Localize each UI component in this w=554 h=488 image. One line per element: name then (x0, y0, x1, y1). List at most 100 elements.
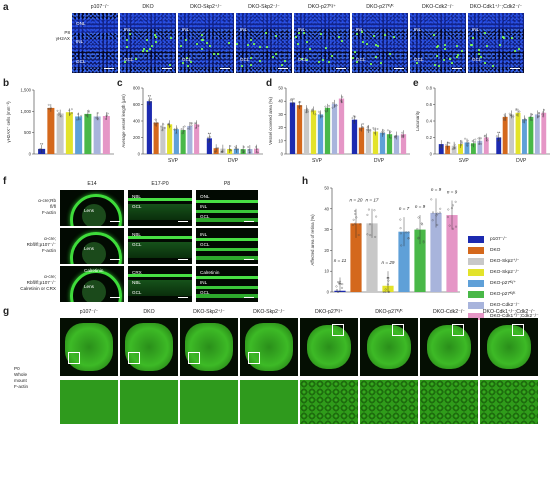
panel-a-layer-band (468, 59, 524, 67)
panel-a-layer-label: INL (124, 27, 132, 32)
significance-mark: ** (40, 142, 44, 147)
panel-a-gh2ax-dot (228, 42, 230, 44)
panel-f-layer-line (196, 256, 258, 260)
panel-g-inset-box (512, 324, 524, 336)
significance-mark: ** (497, 131, 501, 136)
panel-a-gh2ax-dot (375, 44, 377, 46)
data-point (154, 118, 157, 121)
data-point (530, 113, 533, 116)
panel-a-gh2ax-dot (241, 65, 243, 67)
panel-a-gh2ax-dot (433, 34, 435, 36)
panel-a-layer-label: INL (240, 27, 248, 32)
bar (75, 116, 83, 154)
panel-a-gh2ax-dot (142, 50, 144, 52)
panel-a-gh2ax-dot (236, 43, 238, 45)
panel-a-layer-label: GCL (124, 57, 134, 62)
panel-a-gh2ax-dot (375, 56, 377, 58)
data-point (541, 113, 544, 116)
bar (194, 124, 200, 154)
data-point (400, 134, 403, 137)
data-point (515, 114, 518, 116)
n-label: n = 29 (382, 260, 395, 265)
data-point (340, 101, 343, 104)
bar (324, 107, 331, 154)
panel-a-layer-label: GCL (414, 57, 424, 62)
legend-label: DKO (490, 248, 501, 253)
panel-a-gh2ax-dot (135, 58, 137, 60)
panel-f-layer-line (196, 294, 258, 298)
data-point (399, 227, 402, 230)
n-label: n = 9 (431, 187, 442, 192)
panel-a-gh2ax-dot (250, 57, 252, 59)
data-point (394, 136, 396, 139)
panel-a-gh2ax-dot (149, 48, 151, 50)
data-point (369, 234, 372, 237)
panel-f-row-label-line: fl/fl (50, 204, 56, 209)
data-point (207, 141, 210, 144)
data-point (299, 105, 302, 107)
group-label: SVP (459, 158, 470, 164)
panel-g-row-label-prep-1: Whole (14, 372, 28, 377)
panel-a-gh2ax-dot (354, 51, 356, 53)
panel-a-gh2ax-dot (443, 59, 445, 61)
data-point (446, 216, 449, 219)
data-point (382, 291, 385, 293)
data-point (42, 151, 44, 154)
data-point (47, 103, 50, 106)
panel-a-gh2ax-dot (151, 45, 153, 47)
y-tick-label: 1,000 (21, 109, 32, 114)
data-point (337, 291, 340, 293)
data-point (190, 122, 192, 125)
data-point (451, 148, 454, 151)
data-point (105, 114, 108, 117)
panel-a-gh2ax-dot (484, 62, 486, 64)
data-point (460, 142, 463, 145)
panel-g-zoom (300, 380, 358, 424)
data-point (351, 224, 354, 226)
panel-a-gh2ax-dot (303, 32, 305, 34)
legend-swatch (468, 236, 484, 243)
data-point (503, 119, 505, 121)
data-point (332, 102, 334, 104)
panel-a-gh2ax-dot (492, 65, 494, 67)
panel-a-gh2ax-dot (416, 62, 418, 64)
panel-letter-c: c (117, 78, 123, 89)
data-point (69, 113, 71, 116)
data-point (416, 228, 419, 230)
data-point (464, 137, 466, 140)
panel-a-gh2ax-dot (503, 37, 505, 39)
data-point (40, 148, 43, 151)
data-point (148, 99, 150, 102)
data-point (355, 216, 358, 219)
panel-f-inner-label: GCL (132, 204, 142, 209)
panel-a-gh2ax-dot (444, 48, 446, 50)
data-point (372, 127, 375, 129)
panel-g-wholemount (480, 318, 538, 376)
data-point (480, 142, 483, 145)
panel-a-gh2ax-dot (377, 45, 379, 47)
bar (206, 138, 212, 154)
n-label: n = 17 (366, 198, 379, 203)
panel-g-col-title: p107⁻/⁻ (79, 309, 99, 315)
data-point (432, 211, 434, 214)
data-point (76, 118, 78, 121)
panel-g-wholemount (240, 318, 298, 376)
scale-bar (110, 258, 120, 260)
bar (351, 119, 358, 154)
data-point (430, 198, 433, 201)
scale-bar (162, 67, 172, 69)
panel-g-inset-box (392, 324, 404, 336)
panel-f-layer-line (196, 210, 258, 213)
data-point (88, 110, 90, 113)
panel-a-gh2ax-dot (389, 53, 391, 55)
panel-f-lens (82, 204, 106, 226)
bar (509, 114, 515, 154)
data-point (292, 97, 295, 100)
panel-f-nbl-layer (128, 242, 192, 258)
data-point (373, 132, 376, 134)
panel-a-gh2ax-dot (143, 48, 145, 50)
data-point (504, 115, 507, 118)
panel-a-gh2ax-dot (309, 48, 311, 50)
panel-a-gh2ax-dot (187, 65, 189, 67)
panel-a-row-label-stain: γH2AX (55, 36, 70, 41)
